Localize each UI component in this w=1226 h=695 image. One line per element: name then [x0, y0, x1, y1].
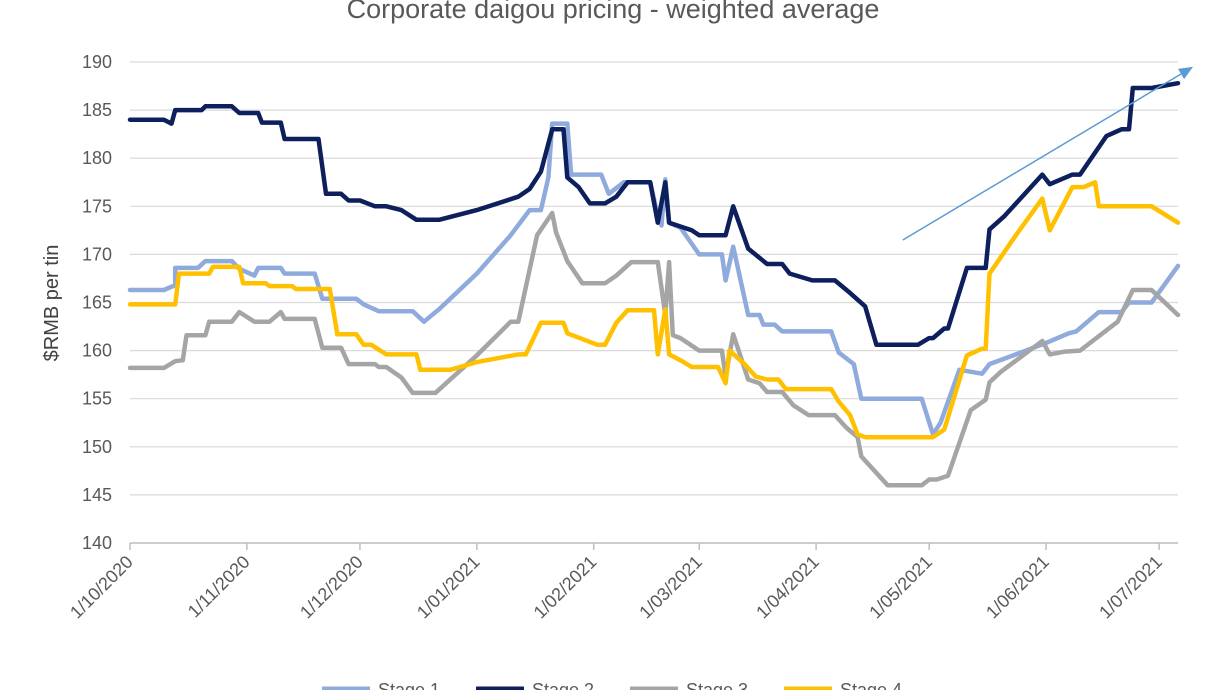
y-tick-labels: 140 145 150 155 160 165 170 175 180 185 190: [82, 52, 112, 553]
y-tick-label: 190: [82, 52, 112, 72]
x-tick-label: 1/05/2021: [865, 552, 936, 623]
y-tick-label: 165: [82, 293, 112, 313]
y-tick-label: 175: [82, 196, 112, 216]
legend-label-stage-3: Stage 3: [686, 680, 748, 690]
series-lines: [127, 80, 1181, 488]
x-tick-label: 1/12/2020: [296, 552, 367, 623]
legend-label-stage-2: Stage 2: [532, 680, 594, 690]
x-tick-label: 1/07/2021: [1095, 552, 1166, 623]
x-tick-label: 1/06/2021: [982, 552, 1053, 623]
y-tick-label: 155: [82, 389, 112, 409]
y-tick-label: 180: [82, 148, 112, 168]
y-tick-label: 145: [82, 485, 112, 505]
y-tick-label: 185: [82, 100, 112, 120]
series-line-stage-3: [127, 210, 1181, 488]
y-axis-label: $RMB per tin: [41, 245, 63, 362]
gridlines: [130, 61, 1178, 544]
x-tick-label: 1/03/2021: [635, 552, 706, 623]
x-tick-label: 1/10/2020: [66, 552, 137, 623]
y-tick-label: 150: [82, 437, 112, 457]
y-tick-label: 140: [82, 533, 112, 553]
y-tick-label: 160: [82, 341, 112, 361]
x-axis: 1/10/2020 1/11/2020 1/12/2020 1/01/2021 1/02…: [66, 542, 1178, 623]
y-tick-label: 170: [82, 244, 112, 264]
series-line-stage-4: [127, 180, 1181, 440]
series-line-stage-2: [127, 80, 1181, 348]
chart-title: Corporate daigou pricing - weighted aver…: [347, 0, 880, 24]
x-tick-label: 1/01/2021: [413, 552, 484, 623]
legend: Stage 1 Stage 2 Stage 3 Stage 4: [322, 680, 902, 695]
legend-label-stage-4: Stage 4: [840, 680, 902, 690]
trend-arrow-head: [1177, 66, 1194, 80]
legend-label-stage-1: Stage 1: [378, 680, 440, 690]
x-tick-label: 1/04/2021: [752, 552, 823, 623]
trend-arrow: [902, 66, 1194, 241]
trend-arrow-shaft: [902, 73, 1182, 241]
x-tick-label: 1/11/2020: [184, 552, 254, 622]
x-tick-label: 1/02/2021: [530, 552, 601, 623]
